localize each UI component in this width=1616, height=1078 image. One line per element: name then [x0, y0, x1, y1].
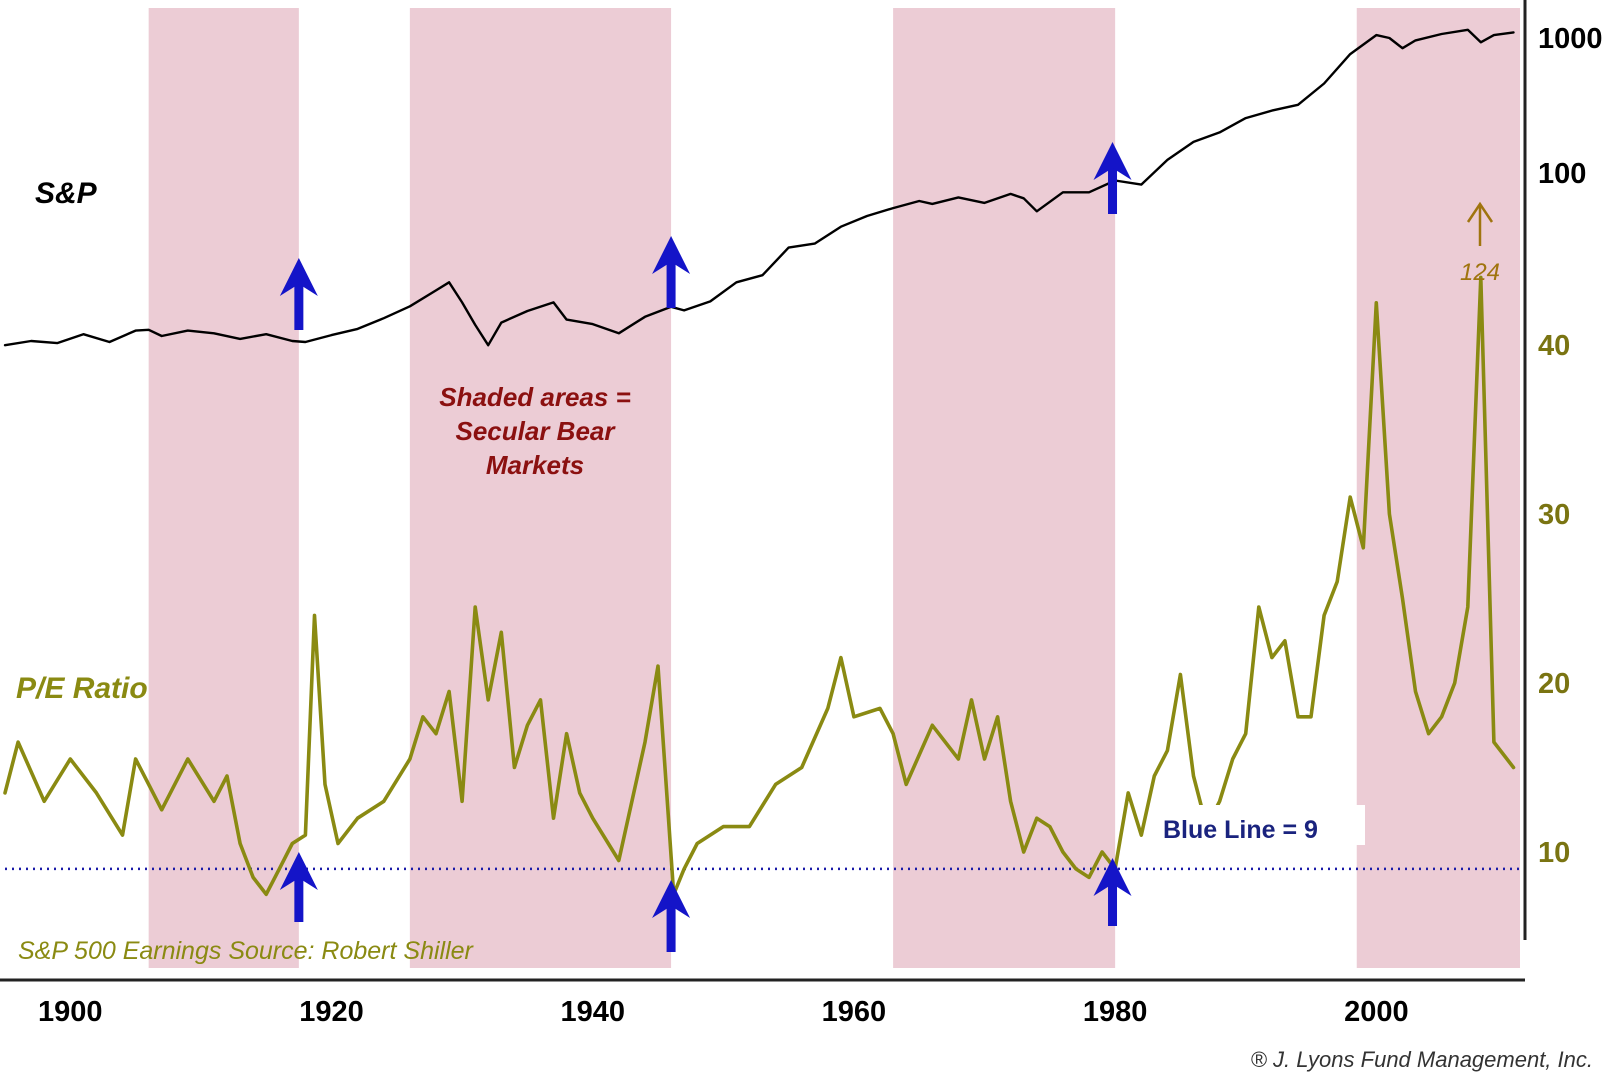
bottom-arrow-1: [279, 852, 318, 922]
x-tick-label-2000: 2000: [1344, 996, 1409, 1028]
top-y-tick-label-1000: 1000: [1538, 23, 1603, 55]
annotation-124: 124: [1460, 259, 1500, 286]
sp-series-label: S&P: [35, 177, 98, 210]
bottom-arrow-3: [1093, 858, 1132, 926]
shaded-period-4: [1356, 8, 1520, 968]
pe-series: [3, 275, 1516, 897]
pe-series-label: P/E Ratio: [16, 672, 148, 705]
bottom-y-tick-label-20: 20: [1538, 668, 1570, 700]
shaded-period-3: [893, 8, 1116, 968]
blue-line-label: Blue Line = 9: [1163, 816, 1318, 844]
top-y-tick-label-100: 100: [1538, 158, 1586, 190]
blue-line-label-bg: [1155, 805, 1365, 845]
shaded-note-line-1: Shaded areas =: [439, 382, 631, 412]
bottom-y-tick-label-10: 10: [1538, 837, 1570, 869]
x-tick-label-1940: 1940: [560, 996, 625, 1028]
top-arrow-1: [279, 258, 318, 330]
top-arrow-2: [652, 236, 691, 308]
x-tick-label-1960: 1960: [822, 996, 887, 1028]
shaded-period-2: [409, 8, 672, 968]
top-arrow-3: [1093, 142, 1132, 214]
annotation-124-arrow: [1466, 201, 1494, 246]
bottom-arrow-2: [652, 880, 691, 952]
bottom-y-tick-label-40: 40: [1538, 330, 1570, 362]
bottom-y-tick-label-30: 30: [1538, 499, 1570, 531]
shaded-periods: [148, 8, 1520, 968]
x-tick-label-1900: 1900: [38, 996, 103, 1028]
source-label: S&P 500 Earnings Source: Robert Shiller: [18, 937, 475, 965]
shaded-note-line-3: Markets: [486, 450, 584, 480]
pe-line: [3, 275, 1516, 897]
copyright: ® J. Lyons Fund Management, Inc.: [1251, 1047, 1593, 1072]
x-tick-label-1920: 1920: [299, 996, 364, 1028]
sp-line: [3, 28, 1515, 347]
sp-series: [3, 28, 1515, 347]
arrows: [279, 142, 1132, 952]
shaded-note-line-2: Secular Bear: [456, 416, 617, 446]
shaded-period-1: [148, 8, 299, 968]
axes: 1900 1920 1940 1960 1980 2000 100 1000 10 20 30 40: [0, 0, 1603, 1028]
x-tick-label-1980: 1980: [1083, 996, 1148, 1028]
